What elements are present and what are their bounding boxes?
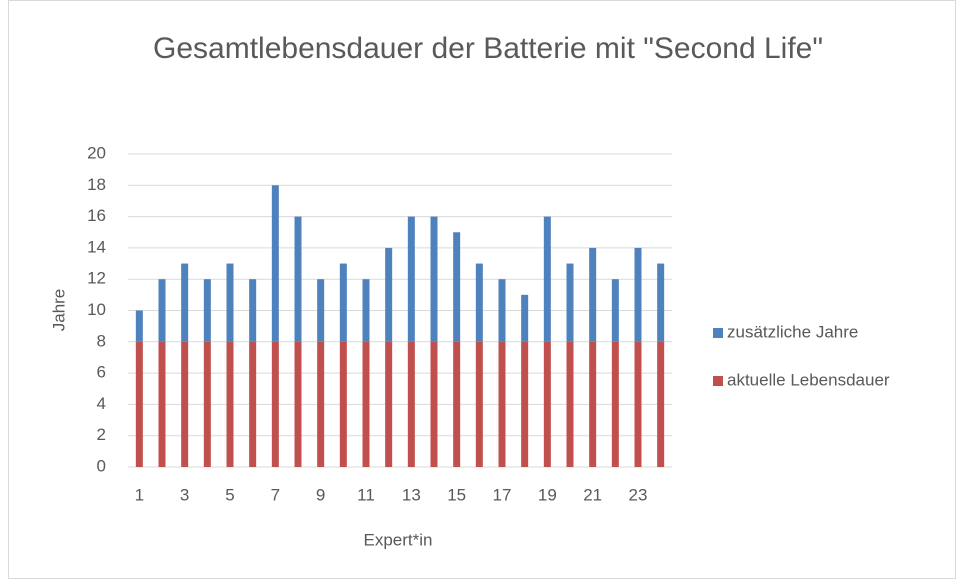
bar-segment	[158, 279, 166, 342]
bar-segment	[294, 216, 302, 342]
y-tick-label: 10	[87, 300, 106, 319]
bar-segment	[543, 341, 551, 467]
bar-segment	[521, 341, 529, 467]
bar-segment	[362, 341, 370, 467]
bar-segment	[294, 341, 302, 467]
bar-segment	[339, 341, 347, 467]
bar-segment	[271, 185, 279, 342]
x-tick-label: 13	[402, 485, 421, 504]
bar-segment	[611, 341, 619, 467]
x-tick-label: 21	[583, 485, 602, 504]
bar-segment	[385, 247, 393, 342]
bar-segment	[430, 341, 438, 467]
y-tick-label: 0	[97, 456, 106, 475]
bar-segment	[317, 279, 325, 342]
bar-segment	[453, 232, 461, 342]
bar-segment	[543, 216, 551, 342]
x-tick-label: 9	[316, 485, 325, 504]
bar-segment	[657, 341, 665, 467]
bar-segment	[135, 341, 143, 467]
bar-segment	[407, 216, 415, 342]
y-axis-label: Jahre	[49, 289, 68, 332]
bar-segment	[498, 341, 506, 467]
bar-segment	[407, 341, 415, 467]
bar-segment	[362, 279, 370, 342]
y-tick-label: 2	[97, 425, 106, 444]
y-tick-label: 20	[87, 143, 106, 162]
legend-label: zusätzliche Jahre	[727, 322, 858, 341]
legend-swatch	[713, 376, 723, 386]
bar-segment	[339, 263, 347, 342]
x-tick-label: 15	[447, 485, 466, 504]
x-tick-label: 7	[271, 485, 280, 504]
bar-segment	[203, 341, 211, 467]
y-tick-label: 4	[97, 394, 106, 413]
bar-segment	[498, 279, 506, 342]
y-tick-label: 12	[87, 269, 106, 288]
bar-segment	[634, 247, 642, 342]
bar-segment	[475, 341, 483, 467]
x-tick-label: 19	[538, 485, 557, 504]
bar-segment	[135, 310, 143, 342]
bar-segment	[385, 341, 393, 467]
y-tick-label: 18	[87, 175, 106, 194]
bar-segment	[453, 341, 461, 467]
bar-segment	[521, 294, 529, 342]
x-tick-label: 17	[493, 485, 512, 504]
x-tick-label: 23	[629, 485, 648, 504]
bar-segment	[430, 216, 438, 342]
bar-segment	[249, 279, 257, 342]
bar-segment	[589, 341, 597, 467]
x-tick-label: 5	[225, 485, 234, 504]
chart-title: Gesamtlebensdauer der Batterie mit "Seco…	[153, 32, 823, 65]
x-tick-label: 11	[357, 485, 375, 504]
bar-segment	[249, 341, 257, 467]
x-tick-label: 3	[180, 485, 189, 504]
bar-segment	[181, 341, 189, 467]
bar-segment	[566, 263, 574, 342]
bar-segment	[158, 341, 166, 467]
bar-segment	[203, 279, 211, 342]
bar-segment	[226, 263, 234, 342]
bar-segment	[226, 341, 234, 467]
y-tick-label: 16	[87, 206, 106, 225]
bar-segment	[475, 263, 483, 342]
legend-swatch	[713, 328, 723, 338]
y-tick-label: 6	[97, 363, 106, 382]
bar-segment	[566, 341, 574, 467]
x-axis-label: Expert*in	[364, 530, 433, 549]
x-tick-label: 1	[135, 485, 144, 504]
bar-segment	[634, 341, 642, 467]
bar-segment	[589, 247, 597, 342]
legend-label: aktuelle Lebensdauer	[727, 370, 890, 389]
bar-segment	[317, 341, 325, 467]
bar-segment	[271, 341, 279, 467]
bar-segment	[181, 263, 189, 342]
y-tick-label: 8	[97, 331, 106, 350]
bar-segment	[611, 279, 619, 342]
y-tick-label: 14	[87, 237, 106, 256]
bar-segment	[657, 263, 665, 342]
